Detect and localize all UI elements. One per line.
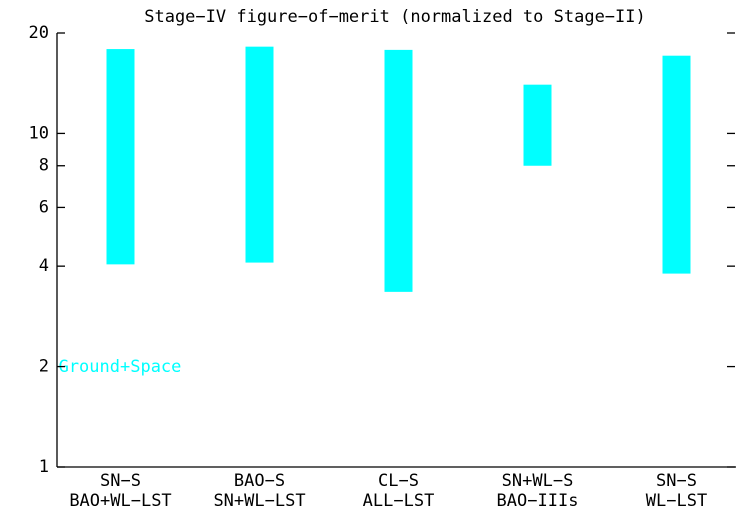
bar	[662, 55, 691, 274]
annotation: Ground+Space	[59, 357, 182, 377]
chart-title: Stage−IV figure−of−merit (normalized to …	[144, 7, 646, 27]
x-tick-label: SN−S	[656, 471, 697, 491]
x-tick-label: SN−S	[100, 471, 141, 491]
y-tick-label: 8	[39, 156, 49, 176]
x-tick-label: SN+WL−LST	[213, 491, 305, 511]
x-tick-label: SN+WL−S	[502, 471, 574, 491]
bar	[523, 84, 552, 166]
y-tick-label: 10	[29, 123, 49, 143]
x-tick-label: BAO−IIIs	[497, 491, 579, 511]
x-tick-label: ALL−LST	[363, 491, 435, 511]
x-tick-label: WL−LST	[646, 491, 707, 511]
y-tick-label: 2	[39, 357, 49, 377]
x-tick-label: CL−S	[378, 471, 419, 491]
x-tick-label: BAO−S	[234, 471, 285, 491]
y-tick-label: 1	[39, 457, 49, 477]
bar	[245, 46, 274, 263]
bar	[384, 49, 413, 292]
y-tick-label: 4	[39, 256, 49, 276]
x-tick-label: BAO+WL−LST	[69, 491, 171, 511]
y-tick-label: 6	[39, 197, 49, 217]
bar	[106, 49, 135, 265]
y-tick-label: 20	[29, 23, 49, 43]
